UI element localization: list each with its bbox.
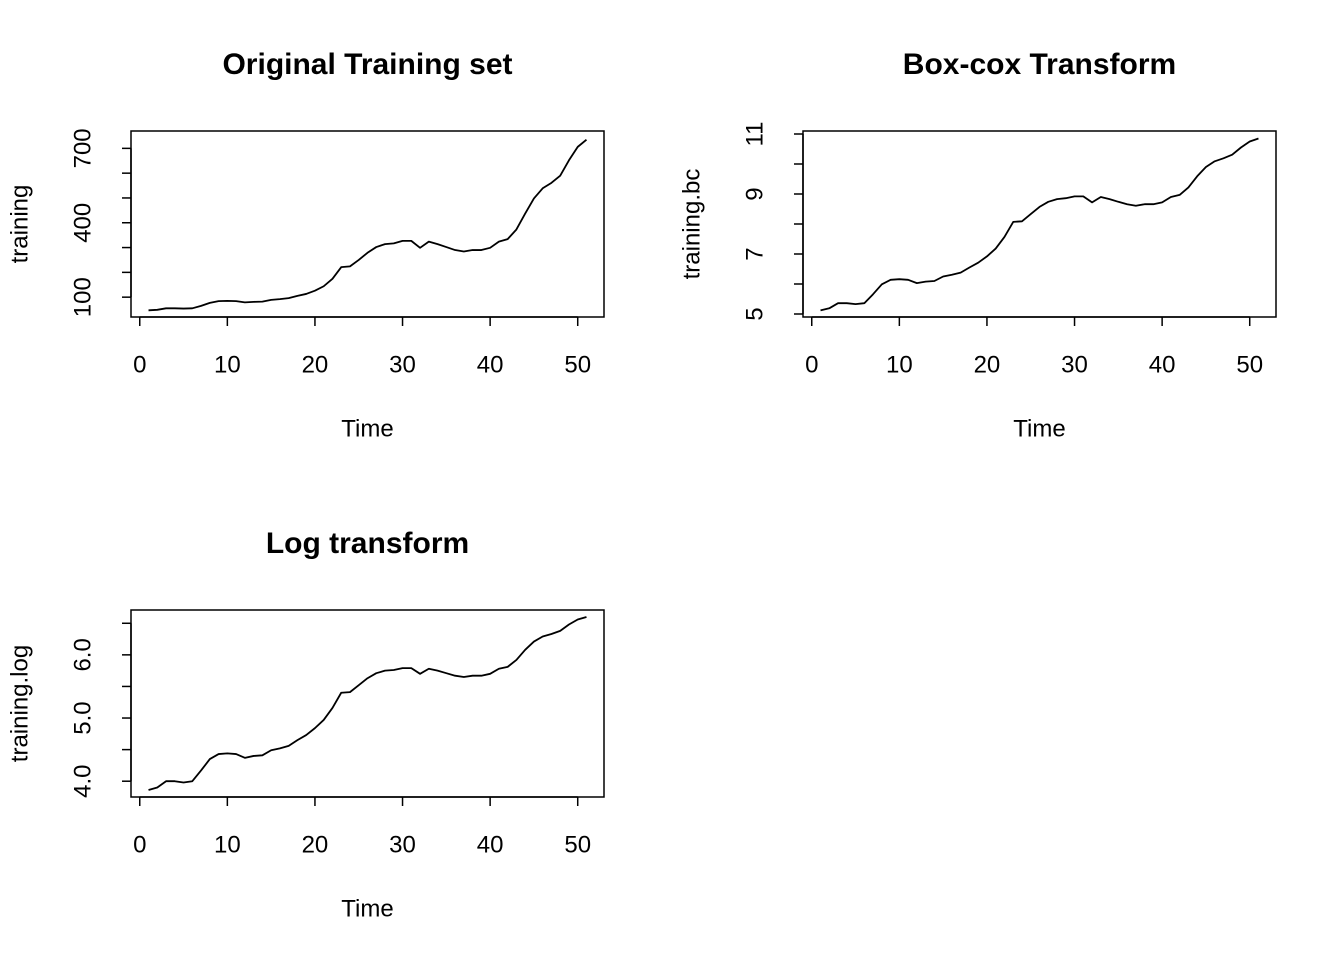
y-tick-label: 700 — [69, 128, 96, 168]
x-tick-label: 0 — [805, 351, 818, 378]
x-axis-label: Time — [341, 895, 393, 922]
x-tick-label: 10 — [214, 351, 241, 378]
x-tick-label: 40 — [477, 351, 504, 378]
x-axis-label: Time — [341, 415, 393, 442]
x-tick-label: 0 — [133, 351, 146, 378]
chart-title: Log transform — [266, 527, 469, 560]
x-tick-label: 40 — [477, 831, 504, 858]
chart-title: Original Training set — [222, 48, 512, 81]
y-tick-label: 9 — [741, 187, 768, 200]
y-tick-label: 4.0 — [69, 765, 96, 798]
x-tick-label: 30 — [1061, 351, 1088, 378]
y-axis-label: training — [6, 185, 33, 264]
y-tick-label: 5 — [741, 307, 768, 320]
x-tick-label: 50 — [564, 351, 591, 378]
y-axis-label: training.log — [6, 645, 33, 762]
x-tick-label: 50 — [564, 831, 591, 858]
x-tick-label: 30 — [389, 351, 416, 378]
plot-box — [130, 130, 605, 318]
data-line — [148, 616, 587, 791]
x-tick-label: 20 — [974, 351, 1001, 378]
y-tick-label: 5.0 — [69, 701, 96, 734]
data-line — [820, 137, 1259, 312]
x-tick-label: 30 — [389, 831, 416, 858]
data-line — [148, 138, 588, 312]
y-tick-label: 400 — [69, 203, 96, 243]
plot-box — [802, 130, 1277, 318]
x-tick-label: 20 — [302, 831, 329, 858]
x-tick-label: 40 — [1149, 351, 1176, 378]
x-tick-label: 0 — [133, 831, 146, 858]
x-tick-label: 50 — [1236, 351, 1263, 378]
x-tick-label: 10 — [214, 831, 241, 858]
x-axis-label: Time — [1013, 415, 1065, 442]
x-tick-label: 10 — [886, 351, 913, 378]
y-tick-label: 6.0 — [69, 638, 96, 671]
chart-title: Box-cox Transform — [903, 48, 1176, 81]
y-tick-label: 11 — [741, 122, 768, 147]
y-tick-label: 100 — [69, 277, 96, 317]
y-axis-label: training.bc — [678, 169, 705, 280]
x-tick-label: 20 — [302, 351, 329, 378]
y-tick-label: 7 — [741, 247, 768, 260]
